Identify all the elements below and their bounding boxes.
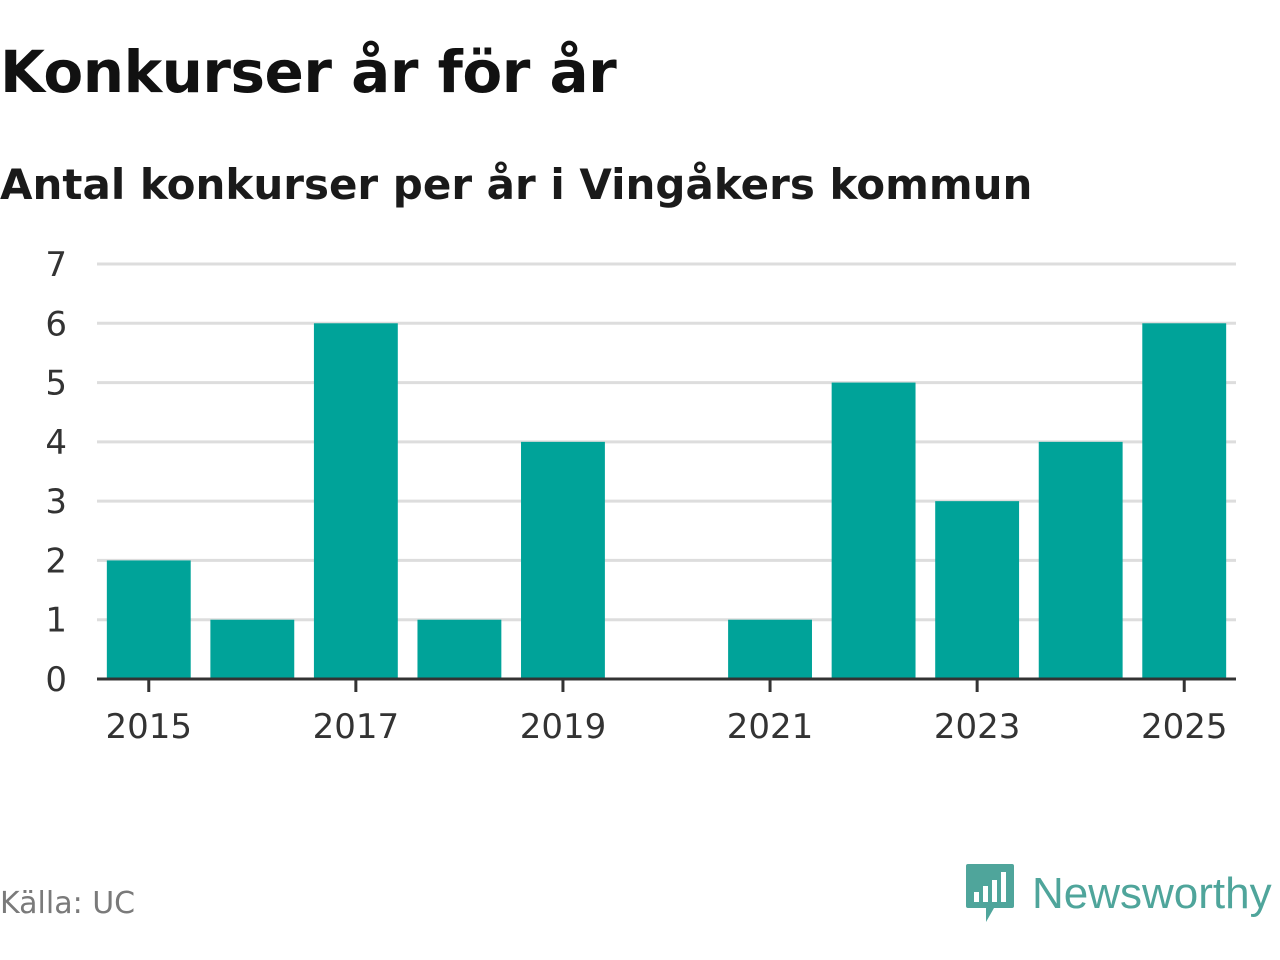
newsworthy-logo-icon [966,864,1014,922]
brand-name: Newsworthy [1032,869,1272,918]
y-tick-label: 6 [45,304,67,344]
bar-2019 [521,441,605,679]
bar-2018 [417,619,502,679]
x-tick-label: 2017 [313,707,400,747]
y-tick-label: 2 [45,541,67,581]
y-tick-label: 0 [45,660,67,700]
y-tick-label: 5 [45,364,67,404]
bar-2017 [313,323,398,679]
x-tick-label: 2023 [934,707,1021,747]
y-tick-label: 7 [45,245,67,285]
y-axis-ticks: 0 1 2 3 4 5 6 7 [45,245,67,700]
bar-2016 [210,619,295,679]
bar-2021 [728,619,812,679]
chart-title: Konkurser år för år [0,38,617,106]
bar-2024 [1038,441,1123,679]
x-axis-ticks: 2015 2017 2019 2021 2023 2025 [106,679,1228,747]
bar-chart: 0 1 2 3 4 5 6 7 2015 2017 2019 2021 2023 2025 [45,245,1236,747]
x-tick-label: 2025 [1141,707,1228,747]
brand-logo: Newsworthy [964,862,1272,926]
y-tick-label: 3 [45,482,67,522]
chart-subtitle: Antal konkurser per år i Vingåkers kommu… [0,160,1033,209]
bar-2023 [935,501,1020,679]
bar-2015 [106,560,191,679]
source-note: Källa: UC [0,886,136,921]
bar-2022 [831,382,916,679]
x-tick-label: 2021 [727,707,814,747]
bar-2025 [1142,323,1227,679]
x-tick-label: 2015 [106,707,193,747]
x-tick-label: 2019 [520,707,607,747]
y-tick-label: 1 [45,601,67,641]
bars [106,323,1227,679]
y-tick-label: 4 [45,423,67,463]
